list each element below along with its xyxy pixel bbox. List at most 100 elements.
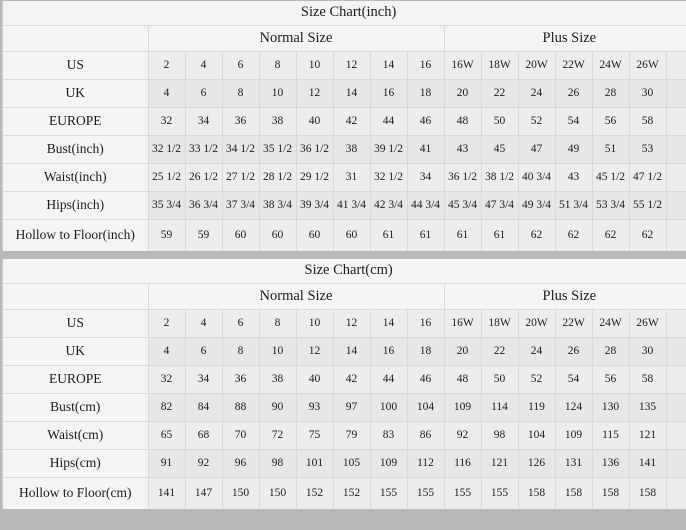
cell-value: 10 — [295, 308, 334, 338]
cell-value: 46 — [406, 106, 445, 136]
table-row: Waist(cm) 65 68 70 72 75 79 83 86 92 98 104 109 115 12… — [3, 420, 686, 450]
cell-value: 61 — [406, 218, 445, 251]
cell-value: 51 3/4 — [554, 190, 593, 220]
cell-value: 150 — [258, 476, 297, 509]
cell-value: 59 — [147, 218, 186, 251]
cell-value: 12 — [295, 336, 334, 366]
cell-value: 36 — [221, 106, 260, 136]
cell-tail-spacer — [665, 476, 686, 509]
cell-value: 96 — [221, 448, 260, 478]
cell-value: 36 1/2 — [295, 134, 334, 164]
cell-value: 41 3/4 — [332, 190, 371, 220]
cell-value: 12 — [295, 78, 334, 108]
cell-value: 20 — [443, 78, 482, 108]
cell-value: 10 — [258, 336, 297, 366]
cell-value: 104 — [406, 392, 445, 422]
cell-value: 22 — [480, 336, 519, 366]
cell-value: 115 — [591, 420, 630, 450]
cell-value: 82 — [147, 392, 186, 422]
cell-value: 18W — [480, 50, 519, 80]
cell-value: 34 1/2 — [221, 134, 260, 164]
cell-value: 10 — [258, 78, 297, 108]
cell-value: 18 — [406, 336, 445, 366]
group-header-row: Normal Size Plus Size — [3, 24, 686, 52]
cell-value: 158 — [628, 476, 667, 509]
cell-tail-spacer — [665, 134, 686, 164]
cell-value: 114 — [480, 392, 519, 422]
cell-value: 24W — [591, 50, 630, 80]
cell-value: 155 — [369, 476, 408, 509]
cell-value: 43 — [554, 162, 593, 192]
cell-value: 61 — [369, 218, 408, 251]
cell-value: 26 — [554, 336, 593, 366]
cell-value: 47 3/4 — [480, 190, 519, 220]
cell-value: 22 — [480, 78, 519, 108]
table-row: Hips(cm) 91 92 96 98 101 105 109 112 116 121 126 131… — [3, 448, 686, 478]
cell-value: 91 — [147, 448, 186, 478]
cell-value: 36 1/2 — [443, 162, 482, 192]
row-label: Bust(cm) — [3, 392, 149, 422]
cell-value: 16 — [369, 78, 408, 108]
cell-value: 36 — [221, 364, 260, 394]
cell-value: 83 — [369, 420, 408, 450]
cell-value: 28 — [591, 78, 630, 108]
cell-value: 14 — [369, 50, 408, 80]
cell-value: 52 — [517, 106, 556, 136]
size-chart-inch-body: Size Chart(inch) Normal Size Plus Size US 2 4… — [3, 1, 686, 251]
cell-value: 27 1/2 — [221, 162, 260, 192]
cell-value: 109 — [443, 392, 482, 422]
cell-value: 49 3/4 — [517, 190, 556, 220]
cell-value: 6 — [221, 50, 260, 80]
cell-value: 12 — [332, 50, 371, 80]
cell-value: 97 — [332, 392, 371, 422]
table-row: Waist(inch) 25 1/2 26 1/2 27 1/2 28 1/2 29 1/… — [3, 162, 686, 192]
cell-tail-spacer — [665, 190, 686, 220]
cell-tail-spacer — [665, 162, 686, 192]
row-label: EUROPE — [3, 106, 149, 136]
table-row: Bust(inch) 32 1/2 33 1/2 34 1/2 35 1/2 36 1/2… — [3, 134, 686, 164]
cell-value: 30 — [628, 336, 667, 366]
cell-value: 109 — [554, 420, 593, 450]
cell-value: 6 — [221, 308, 260, 338]
row-label: US — [3, 50, 149, 80]
cell-value: 130 — [591, 392, 630, 422]
cell-value: 42 — [332, 106, 371, 136]
cell-value: 26W — [628, 308, 667, 338]
cell-value: 104 — [517, 420, 556, 450]
cell-value: 2 — [147, 50, 186, 80]
cell-value: 98 — [480, 420, 519, 450]
cell-value: 10 — [295, 50, 334, 80]
cell-value: 24 — [517, 336, 556, 366]
cell-value: 42 3/4 — [369, 190, 408, 220]
cell-value: 98 — [258, 448, 297, 478]
cell-value: 121 — [628, 420, 667, 450]
cell-tail-spacer — [665, 336, 686, 366]
cell-value: 61 — [443, 218, 482, 251]
row-label: Hollow to Floor(inch) — [3, 218, 149, 251]
cell-value: 152 — [332, 476, 371, 509]
row-label: EUROPE — [3, 364, 149, 394]
cell-value: 150 — [221, 476, 260, 509]
cell-value: 22W — [554, 50, 593, 80]
cell-value: 59 — [184, 218, 223, 251]
cell-value: 56 — [591, 364, 630, 394]
cell-value: 121 — [480, 448, 519, 478]
cell-value: 49 — [554, 134, 593, 164]
cell-value: 20W — [517, 50, 556, 80]
cell-value: 32 1/2 — [147, 134, 186, 164]
cell-value: 152 — [295, 476, 334, 509]
cell-value: 79 — [332, 420, 371, 450]
cell-value: 54 — [554, 364, 593, 394]
table-row: UK 4 6 8 10 12 14 16 18 20 22 24 26 28 30 — [3, 336, 686, 366]
cell-value: 40 3/4 — [517, 162, 556, 192]
cell-value: 14 — [332, 336, 371, 366]
cell-value: 38 1/2 — [480, 162, 519, 192]
cell-value: 16 — [369, 336, 408, 366]
row-label: Waist(cm) — [3, 420, 149, 450]
group-header-normal-size: Normal Size — [147, 282, 445, 310]
cell-value: 32 — [147, 364, 186, 394]
size-chart-cm-block: Size Chart(cm) Normal Size Plus Size US 2 4 6 8… — [2, 259, 686, 509]
row-label: US — [3, 308, 149, 338]
cell-value: 50 — [480, 364, 519, 394]
cell-value: 90 — [258, 392, 297, 422]
